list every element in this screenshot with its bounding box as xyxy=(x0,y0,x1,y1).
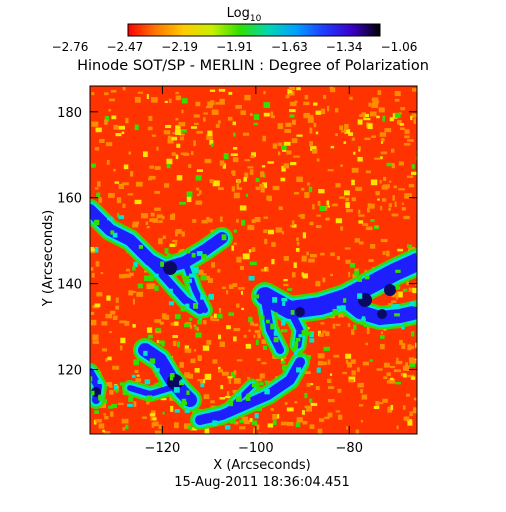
colorbar-tick-label: −2.76 xyxy=(52,40,89,54)
y-axis-tick-label: 140 xyxy=(57,278,82,293)
y-axis-tick-label: 180 xyxy=(57,106,82,121)
x-axis-tick-label: −80 xyxy=(336,441,363,456)
polarization-map-features xyxy=(90,192,417,430)
chart-title: Hinode SOT/SP - MERLIN : Degree of Polar… xyxy=(77,58,429,74)
y-axis-ticks: 120 140 160 180 xyxy=(57,106,417,379)
colorbar-label-subscript: 10 xyxy=(250,14,262,24)
colorbar-tick-label: −2.19 xyxy=(161,40,198,54)
x-axis-ticks: −120 −100 −80 xyxy=(145,86,363,456)
x-axis-tick-label: −100 xyxy=(238,441,274,456)
colorbar-tick-label: −1.06 xyxy=(381,40,418,54)
colorbar-tick-label: −1.34 xyxy=(326,40,363,54)
y-axis-tick-label: 120 xyxy=(57,364,82,379)
y-axis-tick-label: 160 xyxy=(57,192,82,207)
colorbar-tick-label: −1.91 xyxy=(216,40,253,54)
colorbar-ticks: −2.76 −2.47 −2.19 −1.91 −1.63 −1.34 −1.06 xyxy=(52,40,418,54)
polarization-map-speckle xyxy=(90,86,417,434)
plot-frame xyxy=(89,85,418,435)
colorbar xyxy=(127,23,381,37)
x-axis-label: X (Arcseconds) xyxy=(213,458,310,473)
y-axis-label: Y (Arcseconds) xyxy=(41,210,56,307)
colorbar-tick-label: −2.47 xyxy=(106,40,143,54)
colorbar-label: Log10 xyxy=(227,6,262,24)
colorbar-tick-label: −1.63 xyxy=(271,40,308,54)
x-axis-tick-label: −120 xyxy=(145,441,181,456)
timestamp: 15-Aug-2011 18:36:04.451 xyxy=(174,475,350,490)
